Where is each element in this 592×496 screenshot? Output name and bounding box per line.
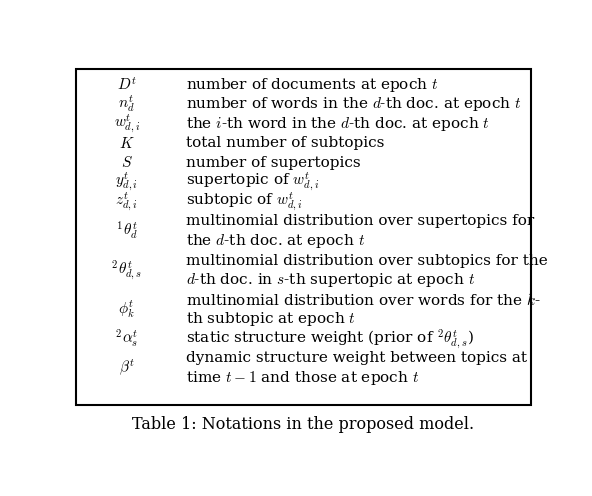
Text: multinomial distribution over subtopics for the: multinomial distribution over subtopics …: [186, 253, 548, 267]
FancyBboxPatch shape: [76, 69, 530, 405]
Text: multinomial distribution over supertopics for: multinomial distribution over supertopic…: [186, 214, 535, 229]
Text: multinomial distribution over words for the $k$-: multinomial distribution over words for …: [186, 292, 541, 308]
Text: $D^t$: $D^t$: [117, 76, 137, 93]
Text: $^{2}\theta_{d,s}^{t}$: $^{2}\theta_{d,s}^{t}$: [111, 258, 142, 282]
Text: number of documents at epoch $t$: number of documents at epoch $t$: [186, 75, 439, 94]
Text: subtopic of $w_{d,i}^{t}$: subtopic of $w_{d,i}^{t}$: [186, 191, 303, 213]
Text: Table 1: Notations in the proposed model.: Table 1: Notations in the proposed model…: [133, 416, 474, 433]
Text: $z_{d,i}^{t}$: $z_{d,i}^{t}$: [115, 191, 138, 213]
Text: $S$: $S$: [121, 155, 133, 170]
Text: $\phi_{k}^{t}$: $\phi_{k}^{t}$: [118, 299, 135, 320]
Text: dynamic structure weight between topics at: dynamic structure weight between topics …: [186, 351, 527, 365]
Text: number of supertopics: number of supertopics: [186, 156, 361, 170]
Text: $w_{d,i}^{t}$: $w_{d,i}^{t}$: [114, 113, 140, 135]
Text: static structure weight (prior of $^{2}\theta_{d,s}^{t}$): static structure weight (prior of $^{2}\…: [186, 327, 474, 351]
Text: $d$-th doc. in $s$-th supertopic at epoch $t$: $d$-th doc. in $s$-th supertopic at epoc…: [186, 271, 475, 289]
Text: the $d$-th doc. at epoch $t$: the $d$-th doc. at epoch $t$: [186, 232, 366, 250]
Text: $y_{d,i}^{t}$: $y_{d,i}^{t}$: [115, 171, 139, 193]
Text: $^{2}\alpha_{s}^{t}$: $^{2}\alpha_{s}^{t}$: [115, 328, 139, 350]
Text: number of words in the $d$-th doc. at epoch $t$: number of words in the $d$-th doc. at ep…: [186, 95, 522, 113]
Text: $\beta^{t}$: $\beta^{t}$: [119, 358, 135, 378]
Text: total number of subtopics: total number of subtopics: [186, 136, 385, 150]
Text: th subtopic at epoch $t$: th subtopic at epoch $t$: [186, 310, 356, 328]
Text: $n_{d}^{t}$: $n_{d}^{t}$: [118, 94, 135, 115]
Text: supertopic of $w_{d,i}^{t}$: supertopic of $w_{d,i}^{t}$: [186, 171, 320, 193]
Text: $K$: $K$: [119, 136, 134, 151]
Text: $^{1}\theta_{d}^{t}$: $^{1}\theta_{d}^{t}$: [116, 220, 137, 242]
Text: time $t-1$ and those at epoch $t$: time $t-1$ and those at epoch $t$: [186, 369, 420, 387]
Text: the $i$-th word in the $d$-th doc. at epoch $t$: the $i$-th word in the $d$-th doc. at ep…: [186, 115, 490, 132]
